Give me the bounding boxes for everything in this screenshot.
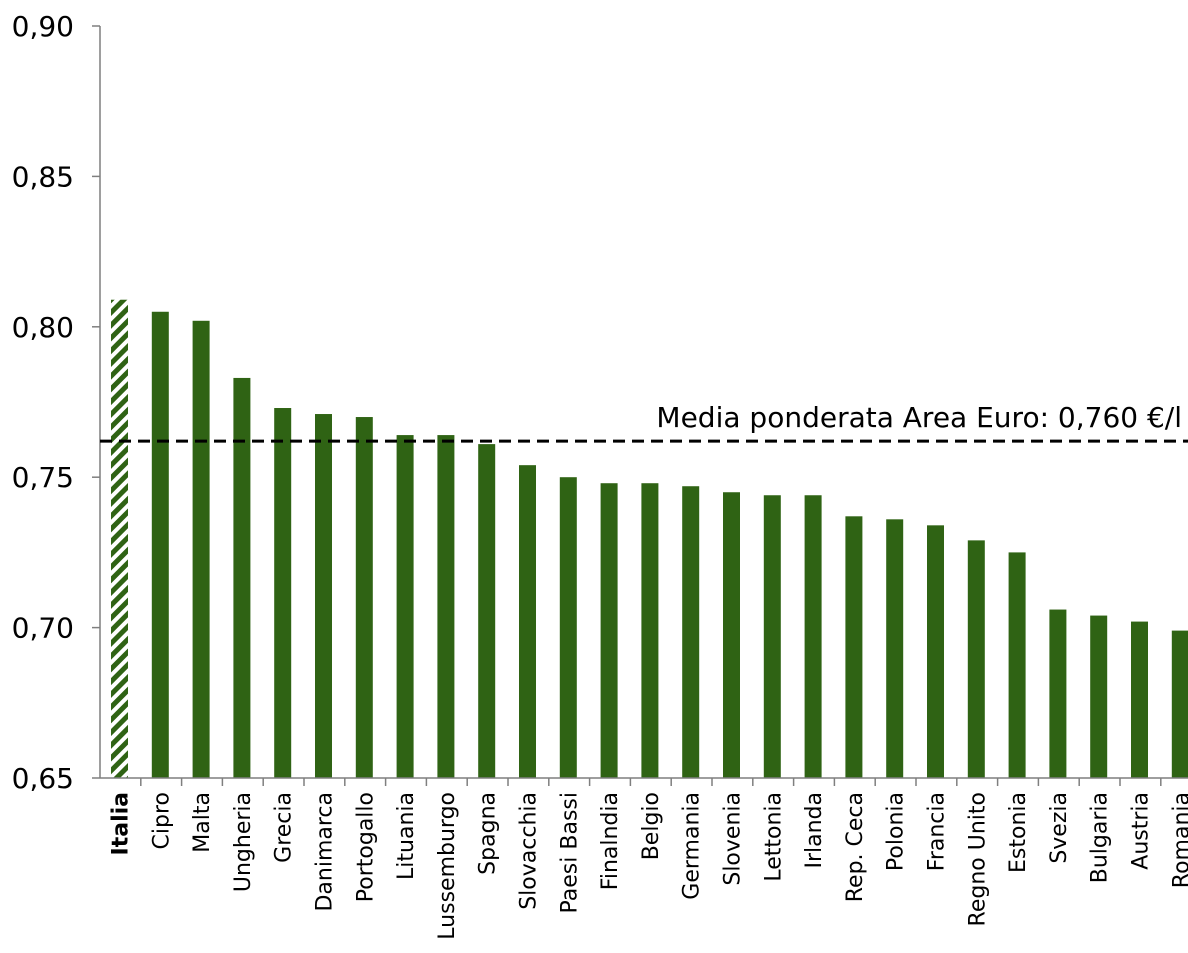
x-tick-label: Regno Unito (965, 792, 990, 926)
x-tick-label: Francia (925, 792, 950, 871)
bar-malta (192, 320, 210, 778)
bar-slovacchia (519, 465, 536, 778)
bar-cipro (151, 311, 169, 778)
bar-slovenia (723, 492, 740, 778)
x-tick-label: Austria (1129, 792, 1154, 870)
reference-line-label: Media ponderata Area Euro: 0,760 €/l (656, 401, 1182, 434)
x-tick-label: Germania (680, 792, 705, 900)
x-tick-label: Italia (109, 792, 134, 855)
bar-germania (682, 486, 700, 778)
x-tick-label: Svezia (1047, 792, 1072, 864)
x-tick-label: Slovacchia (517, 792, 542, 910)
bar-francia (927, 525, 944, 778)
x-tick-label: Portogallo (353, 792, 378, 902)
bar-rep-ceca (845, 516, 863, 778)
x-tick-label: Lussemburgo (435, 792, 460, 940)
x-tick-label: Rep. Ceca (843, 792, 868, 902)
x-tick-label: Bulgaria (1088, 792, 1113, 883)
bar-bulgaria (1090, 615, 1108, 778)
bar-ungheria (233, 377, 251, 778)
x-tick-label: Belgio (639, 792, 664, 860)
bar-finalndia (600, 483, 618, 778)
bar-belgio (641, 483, 659, 778)
x-tick-label: Grecia (272, 792, 297, 863)
bar-svezia (1049, 609, 1067, 778)
bar-lettonia (763, 495, 781, 778)
y-tick-label: 0,80 (12, 311, 74, 344)
bar-italia (111, 299, 128, 778)
bar-estonia (1008, 552, 1026, 778)
bars-group (111, 299, 1188, 778)
x-tick-label: Paesi Bassi (557, 792, 582, 913)
bar-polonia (886, 519, 904, 778)
y-tick-label: 0,70 (12, 612, 74, 645)
x-tick-label: Malta (190, 792, 215, 853)
x-tick-label: Slovenia (721, 792, 746, 886)
x-tick-label: Ungheria (231, 792, 256, 892)
bar-danimarca (315, 414, 332, 778)
x-tick-label: Irlanda (802, 792, 827, 869)
x-tick-label: Spagna (476, 792, 501, 875)
bar-austria (1131, 621, 1148, 778)
x-tick-label: Cipro (149, 792, 174, 849)
x-axis: Italia Cipro Malta Ungheria Grecia Danimarca P… (100, 777, 1188, 940)
bar-lussemburgo (437, 435, 455, 778)
bar-spagna (478, 444, 496, 778)
x-tick-label: Polonia (884, 792, 909, 871)
x-tick-label: Lituania (394, 792, 419, 880)
bar-irlanda (804, 495, 822, 778)
bar-grecia (274, 408, 292, 778)
bar-romania (1171, 630, 1188, 778)
bar-paesi-bassi (559, 477, 577, 778)
x-tick-label: Finalndia (598, 792, 623, 890)
y-tick-label: 0,65 (12, 762, 74, 795)
reference-line-group: Media ponderata Area Euro: 0,760 €/l (100, 401, 1188, 443)
x-tick-label: Danimarca (313, 792, 338, 912)
y-tick-label: 0,75 (12, 461, 74, 494)
bar-portogallo (355, 417, 373, 778)
bar-lituania (396, 435, 414, 778)
x-tick-label: Estonia (1006, 792, 1031, 873)
y-tick-label: 0,90 (12, 10, 74, 43)
x-tick-label: Romania (1169, 792, 1188, 888)
x-tick-label: Lettonia (761, 792, 786, 882)
y-axis: 0,65 0,70 0,75 0,80 0,85 0,90 (12, 10, 101, 795)
y-tick-label: 0,85 (12, 160, 74, 193)
bar-regno-unito (967, 540, 985, 778)
